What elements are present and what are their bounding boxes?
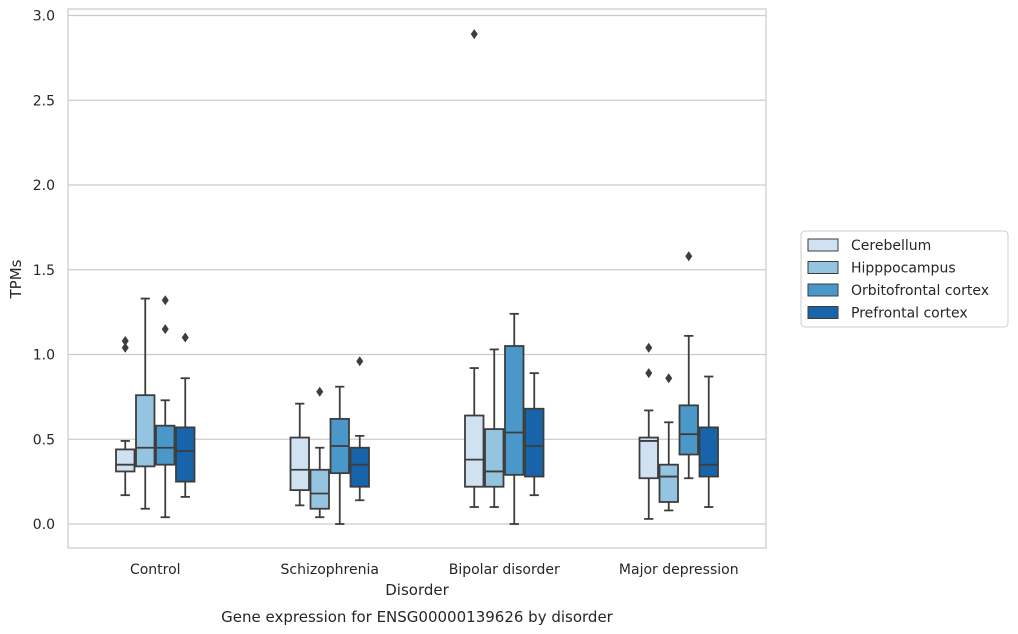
box-iqr xyxy=(638,436,659,480)
box-iqr xyxy=(155,424,176,466)
outlier-point xyxy=(470,29,478,40)
box-iqr xyxy=(678,404,699,456)
y-tick-label: 1.5 xyxy=(33,263,55,279)
legend-swatch xyxy=(807,283,839,297)
outlier-point xyxy=(121,335,129,346)
box-iqr xyxy=(504,345,525,476)
y-tick-label: 2.0 xyxy=(33,178,55,194)
box-iqr xyxy=(658,463,679,503)
outlier-point xyxy=(121,342,129,353)
box-3-3 xyxy=(698,375,719,508)
legend-label: Cerebellum xyxy=(851,238,931,254)
x-tick-label: Control xyxy=(130,562,181,578)
outlier-point xyxy=(161,295,169,306)
box-iqr xyxy=(289,436,310,491)
legend: Cerebellum Hipppocampus Orbitofrontal cort… xyxy=(800,230,1009,328)
box-0-2 xyxy=(464,29,485,508)
box-2-2 xyxy=(504,312,525,525)
box-1-0 xyxy=(135,297,156,510)
legend-item: Cerebellum xyxy=(807,238,931,254)
box-iqr xyxy=(464,414,485,488)
outlier-point xyxy=(665,373,673,384)
box-0-1 xyxy=(289,402,310,507)
box-3-2 xyxy=(524,372,545,497)
box-iqr xyxy=(309,468,330,510)
box-2-0 xyxy=(155,295,176,519)
box-series xyxy=(115,29,719,525)
box-2-1 xyxy=(329,385,350,525)
box-iqr xyxy=(698,426,719,478)
outlier-point xyxy=(356,356,364,367)
y-axis-label: TPMs xyxy=(7,259,25,299)
legend-label: Hipppocampus xyxy=(851,261,956,277)
x-tick-label: Bipolar disorder xyxy=(449,562,560,578)
outlier-point xyxy=(316,386,324,397)
box-iqr xyxy=(175,426,196,483)
legend-frame xyxy=(800,230,1009,328)
outlier-point xyxy=(645,368,653,379)
box-3-0 xyxy=(175,332,196,498)
y-tick-label: 1.0 xyxy=(33,348,55,364)
box-1-2 xyxy=(484,348,505,508)
box-0-0 xyxy=(115,335,136,497)
box-1-1 xyxy=(309,386,330,519)
x-axis-label: Disorder xyxy=(385,581,449,599)
y-axis-ticks: 0.0 0.5 1.0 1.5 2.0 2.5 3.0 xyxy=(33,9,55,534)
legend-label: Orbitofrontal cortex xyxy=(851,283,989,299)
outlier-point xyxy=(685,251,693,262)
y-tick-label: 3.0 xyxy=(33,9,55,25)
box-2-3 xyxy=(678,251,699,480)
x-axis-ticks: Control Schizophrenia Bipolar disorder Majo… xyxy=(130,562,739,578)
x-tick-label: Schizophrenia xyxy=(281,562,379,578)
box-0-3 xyxy=(638,342,659,520)
legend-item: Orbitofrontal cortex xyxy=(807,283,989,299)
legend-swatch xyxy=(807,306,839,319)
box-3-1 xyxy=(349,356,370,502)
box-iqr xyxy=(524,407,545,478)
outlier-point xyxy=(645,342,653,353)
outlier-point xyxy=(181,332,189,343)
legend-label: Prefrontal cortex xyxy=(851,306,968,322)
plot-area-frame xyxy=(67,8,767,549)
legend-item: Hipppocampus xyxy=(807,261,956,277)
chart-caption: Gene expression for ENSG00000139626 by d… xyxy=(221,608,614,626)
y-tick-label: 0.5 xyxy=(33,432,55,448)
legend-item: Prefrontal cortex xyxy=(807,306,968,322)
box-iqr xyxy=(115,448,136,473)
y-tick-label: 2.5 xyxy=(33,93,55,109)
x-tick-label: Major depression xyxy=(619,562,739,578)
box-iqr xyxy=(484,428,505,488)
legend-swatch xyxy=(807,261,839,274)
outlier-point xyxy=(161,324,169,335)
box-iqr xyxy=(349,446,370,488)
box-1-3 xyxy=(658,373,679,512)
box-iqr xyxy=(135,394,156,468)
legend-swatch xyxy=(807,238,839,252)
y-tick-label: 0.0 xyxy=(33,517,55,533)
